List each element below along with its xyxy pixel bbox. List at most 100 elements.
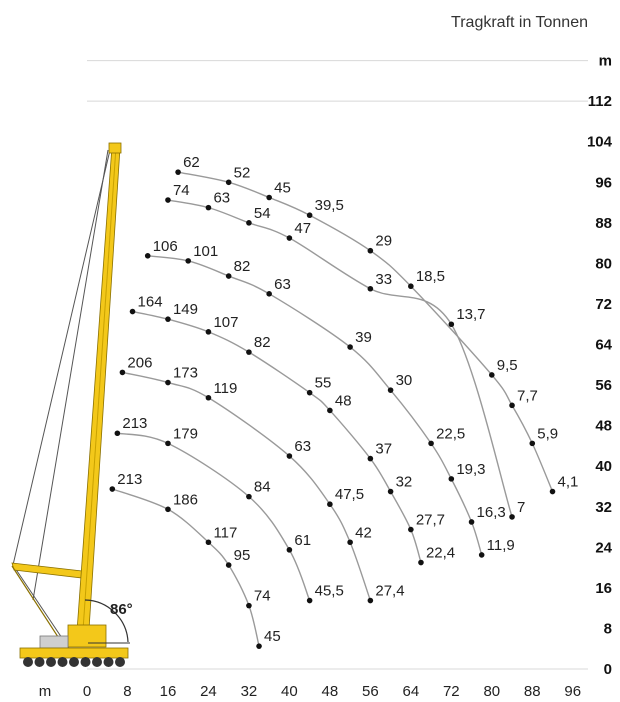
main-boom <box>75 145 121 646</box>
y-tick-label: 72 <box>595 296 612 313</box>
load-point <box>489 372 495 378</box>
load-point <box>468 519 475 525</box>
load-point <box>306 597 313 604</box>
load-point <box>478 552 485 558</box>
superstructure <box>67 624 107 648</box>
wheel <box>92 657 102 667</box>
load-arc <box>122 371 372 601</box>
load-label: 54 <box>254 205 271 222</box>
load-point <box>306 212 313 219</box>
load-point <box>448 321 455 328</box>
load-label: 22,4 <box>426 545 455 562</box>
load-label: 55 <box>315 375 332 392</box>
load-label: 27,4 <box>375 583 404 600</box>
load-point <box>175 169 181 175</box>
load-point <box>256 643 262 649</box>
counterweight <box>39 635 69 649</box>
load-point <box>387 488 394 495</box>
load-point <box>205 539 212 546</box>
wheel <box>103 657 114 667</box>
wheel <box>23 657 33 667</box>
load-point <box>327 407 333 414</box>
x-tick-label: 88 <box>524 683 541 700</box>
x-tick-label: 80 <box>483 683 500 700</box>
load-arc <box>147 255 483 556</box>
derrick-tie <box>11 565 61 641</box>
y-tick-label: 112 <box>588 93 612 110</box>
x-tick-label: 32 <box>241 683 258 700</box>
load-point <box>165 316 171 322</box>
load-point <box>205 204 212 211</box>
x-tick-label: 8 <box>123 683 131 700</box>
y-tick-label: 64 <box>595 337 612 354</box>
load-label: 173 <box>173 365 198 382</box>
load-point <box>205 394 212 401</box>
x-tick-label: 64 <box>402 683 419 700</box>
boom-head <box>108 142 122 154</box>
load-label: 45,5 <box>315 583 344 600</box>
load-label: 62 <box>183 154 200 171</box>
chart-title: Tragkraft in Tonnen <box>451 14 588 31</box>
load-arc <box>132 310 422 563</box>
load-label: 82 <box>254 334 271 351</box>
y-tick-label: 24 <box>595 539 612 556</box>
load-label: 117 <box>213 524 237 541</box>
boom-centerline <box>81 146 117 646</box>
load-point <box>367 455 374 462</box>
load-point <box>225 179 232 186</box>
load-point <box>246 602 252 609</box>
guy-line <box>12 149 111 566</box>
load-point <box>246 349 252 355</box>
load-label: 61 <box>294 532 311 549</box>
load-point <box>165 379 171 386</box>
load-label: 119 <box>213 380 237 397</box>
load-point <box>205 329 212 335</box>
load-point <box>428 440 434 447</box>
load-point <box>529 440 536 447</box>
wheel <box>69 657 79 667</box>
load-point <box>408 283 414 290</box>
load-point <box>509 402 515 409</box>
x-tick-label: 56 <box>362 683 379 700</box>
load-point <box>266 194 272 201</box>
load-point <box>367 285 374 292</box>
load-point <box>129 308 136 315</box>
load-label: 74 <box>173 182 190 199</box>
wheel <box>115 657 125 667</box>
x-tick-label: 0 <box>83 683 91 700</box>
wheel <box>80 657 91 667</box>
load-point <box>286 235 293 241</box>
x-tick-label: 16 <box>160 683 177 700</box>
wheel <box>46 657 56 667</box>
load-point <box>165 197 171 203</box>
wheel <box>57 657 68 667</box>
load-label: 42 <box>355 524 372 541</box>
load-point <box>306 389 313 396</box>
y-tick-label: 40 <box>595 458 612 475</box>
boom-angle-label: 86° <box>110 601 133 618</box>
load-label: 37 <box>375 441 392 458</box>
crane-illustration: 86° <box>11 142 133 667</box>
load-arc <box>117 432 311 601</box>
load-label: 213 <box>122 415 147 432</box>
load-label: 101 <box>193 243 218 260</box>
load-point <box>144 252 151 259</box>
angle-arc <box>84 599 129 643</box>
load-arc <box>112 488 260 647</box>
load-point <box>549 488 556 495</box>
load-point <box>119 369 126 376</box>
load-point <box>347 539 353 546</box>
load-point <box>347 344 353 350</box>
load-point <box>286 547 293 553</box>
x-tick-label: 72 <box>443 683 460 700</box>
load-label: 7 <box>517 499 525 516</box>
load-point <box>246 220 252 226</box>
load-label: 107 <box>213 314 238 331</box>
y-tick-label: 88 <box>595 215 612 232</box>
load-point <box>448 476 455 482</box>
load-label: 47 <box>294 220 311 237</box>
load-arc <box>177 171 554 492</box>
load-point <box>246 493 252 500</box>
load-point <box>225 273 232 279</box>
load-point <box>367 247 374 254</box>
